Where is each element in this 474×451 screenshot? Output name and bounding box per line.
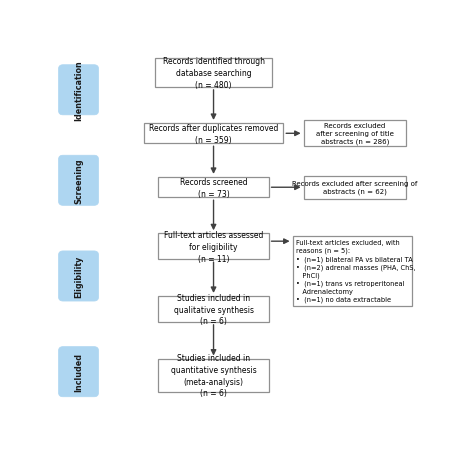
FancyBboxPatch shape [155,59,272,88]
Text: Records excluded
after screening of title
abstracts (n = 286): Records excluded after screening of titl… [316,123,394,145]
FancyBboxPatch shape [158,359,269,392]
Text: Full-text articles assessed
for eligibility
(n = 11): Full-text articles assessed for eligibil… [164,230,263,263]
Text: Studies included in
quantitative synthesis
(meta-analysis)
(n = 6): Studies included in quantitative synthes… [171,353,256,397]
Text: Full-text articles excluded, with
reasons (n = 5):
•  (n=1) bilateral PA vs bila: Full-text articles excluded, with reason… [296,239,416,303]
Text: Eligibility: Eligibility [74,255,83,298]
FancyBboxPatch shape [144,124,283,144]
Text: Records excluded after screening of
abstracts (n = 62): Records excluded after screening of abst… [292,181,418,195]
FancyBboxPatch shape [303,121,406,147]
Text: Records screened
(n = 73): Records screened (n = 73) [180,177,247,198]
FancyBboxPatch shape [58,65,99,115]
Text: Screening: Screening [74,158,83,204]
FancyBboxPatch shape [58,251,99,301]
FancyBboxPatch shape [158,296,269,322]
FancyBboxPatch shape [158,234,269,260]
FancyBboxPatch shape [303,176,406,199]
FancyBboxPatch shape [58,156,99,206]
FancyBboxPatch shape [58,347,99,397]
Text: Records after duplicates removed
(n = 359): Records after duplicates removed (n = 35… [149,124,278,144]
FancyBboxPatch shape [158,178,269,198]
Text: Records identified through
database searching
(n = 480): Records identified through database sear… [163,57,264,89]
Text: Studies included in
qualitative synthesis
(n = 6): Studies included in qualitative synthesi… [173,293,254,326]
Text: Identification: Identification [74,60,83,121]
FancyBboxPatch shape [292,236,412,306]
Text: Included: Included [74,352,83,391]
